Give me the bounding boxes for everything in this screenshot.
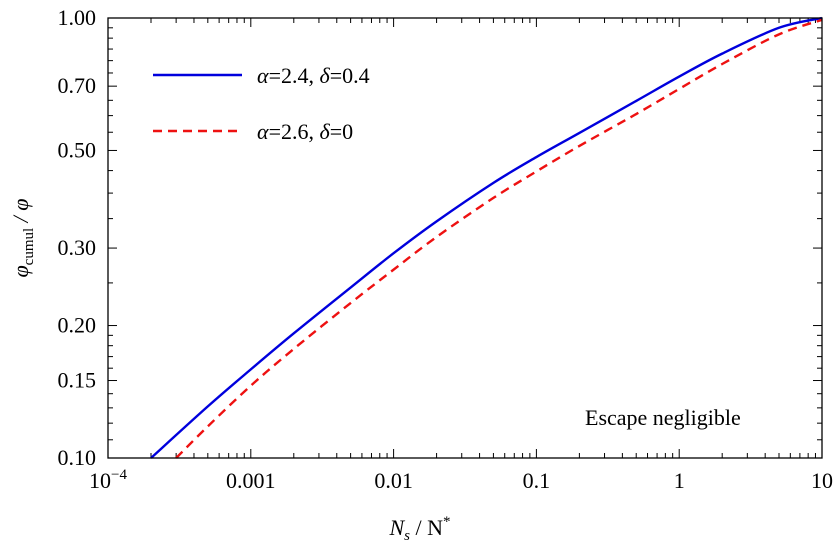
- y-tick-label: 0.20: [58, 313, 97, 338]
- x-tick-label: 1: [674, 468, 685, 493]
- y-tick-label: 1.00: [58, 5, 97, 30]
- y-tick-label: 0.50: [58, 137, 97, 162]
- y-tick-label: 0.30: [58, 235, 97, 260]
- legend-entry-series-2: α=2.6, δ=0: [257, 119, 353, 144]
- series-line-2: [175, 18, 823, 459]
- y-tick-label: 0.70: [58, 73, 97, 98]
- tick-marks: [107, 17, 822, 459]
- series-line-1: [150, 16, 823, 459]
- series-layer: [150, 16, 823, 459]
- legend-entry-series-1: α=2.4, δ=0.4: [257, 63, 370, 88]
- x-axis-label: Ns / N*: [388, 514, 450, 544]
- x-tick-label: 10: [811, 468, 833, 493]
- y-tick-label: 0.15: [58, 368, 97, 393]
- x-tick-label: 0.001: [226, 468, 276, 493]
- x-tick-label: 0.1: [523, 468, 551, 493]
- plot-frame: [107, 17, 823, 459]
- annotation-escape-negligible: Escape negligible: [585, 405, 741, 430]
- tick-labels: 0.10 0.15 0.20 0.30 0.50 0.70 1.00 10−4 0.001 0.0…: [58, 5, 834, 493]
- legend: α=2.4, δ=0.4 α=2.6, δ=0: [153, 63, 370, 144]
- y-axis-label: φcumul / φ: [8, 199, 37, 278]
- x-tick-label: 10−4: [89, 467, 127, 493]
- y-tick-label: 0.10: [58, 445, 97, 470]
- x-tick-label: 0.01: [374, 468, 413, 493]
